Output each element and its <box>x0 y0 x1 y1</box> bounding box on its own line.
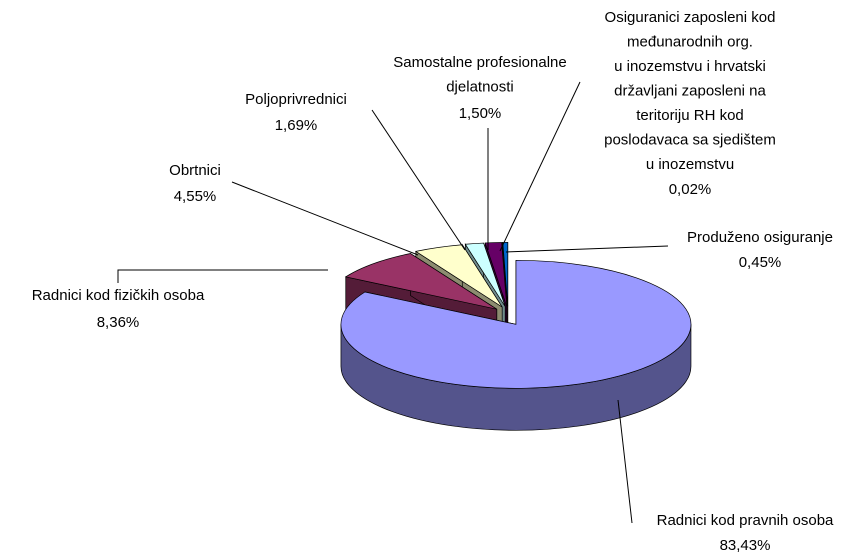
slice-label: Osiguranici zaposleni kod međunarodnih or… <box>604 9 776 173</box>
value-label: 0,02% <box>669 181 712 198</box>
slice-label: Samostalne profesionalne djelatnosti <box>393 54 566 96</box>
slice <box>340 259 692 389</box>
slice <box>344 253 497 310</box>
leader-line <box>617 399 633 524</box>
leader-line <box>231 181 419 256</box>
value-label: 83,43% <box>720 537 771 554</box>
slice-label: Poljoprivrednici <box>245 91 347 108</box>
slice-label: Radnici kod pravnih osoba <box>657 512 834 529</box>
value-label: 1,69% <box>275 117 318 134</box>
slice <box>502 242 509 307</box>
value-label: 0,45% <box>739 254 782 271</box>
slice-label: Produženo osiguranje <box>687 229 833 246</box>
slice-label: Obrtnici <box>169 162 221 179</box>
leader-line <box>499 81 581 252</box>
leader-line <box>371 109 466 251</box>
slice-label: Radnici kod fizičkih osoba <box>32 287 205 304</box>
value-label: 4,55% <box>174 188 217 205</box>
slice <box>484 242 508 307</box>
value-label: 8,36% <box>97 314 140 331</box>
leader-line <box>117 269 328 283</box>
leader-line <box>505 245 669 253</box>
slice <box>464 242 506 307</box>
slice <box>414 244 503 308</box>
value-label: 1,50% <box>459 105 502 122</box>
